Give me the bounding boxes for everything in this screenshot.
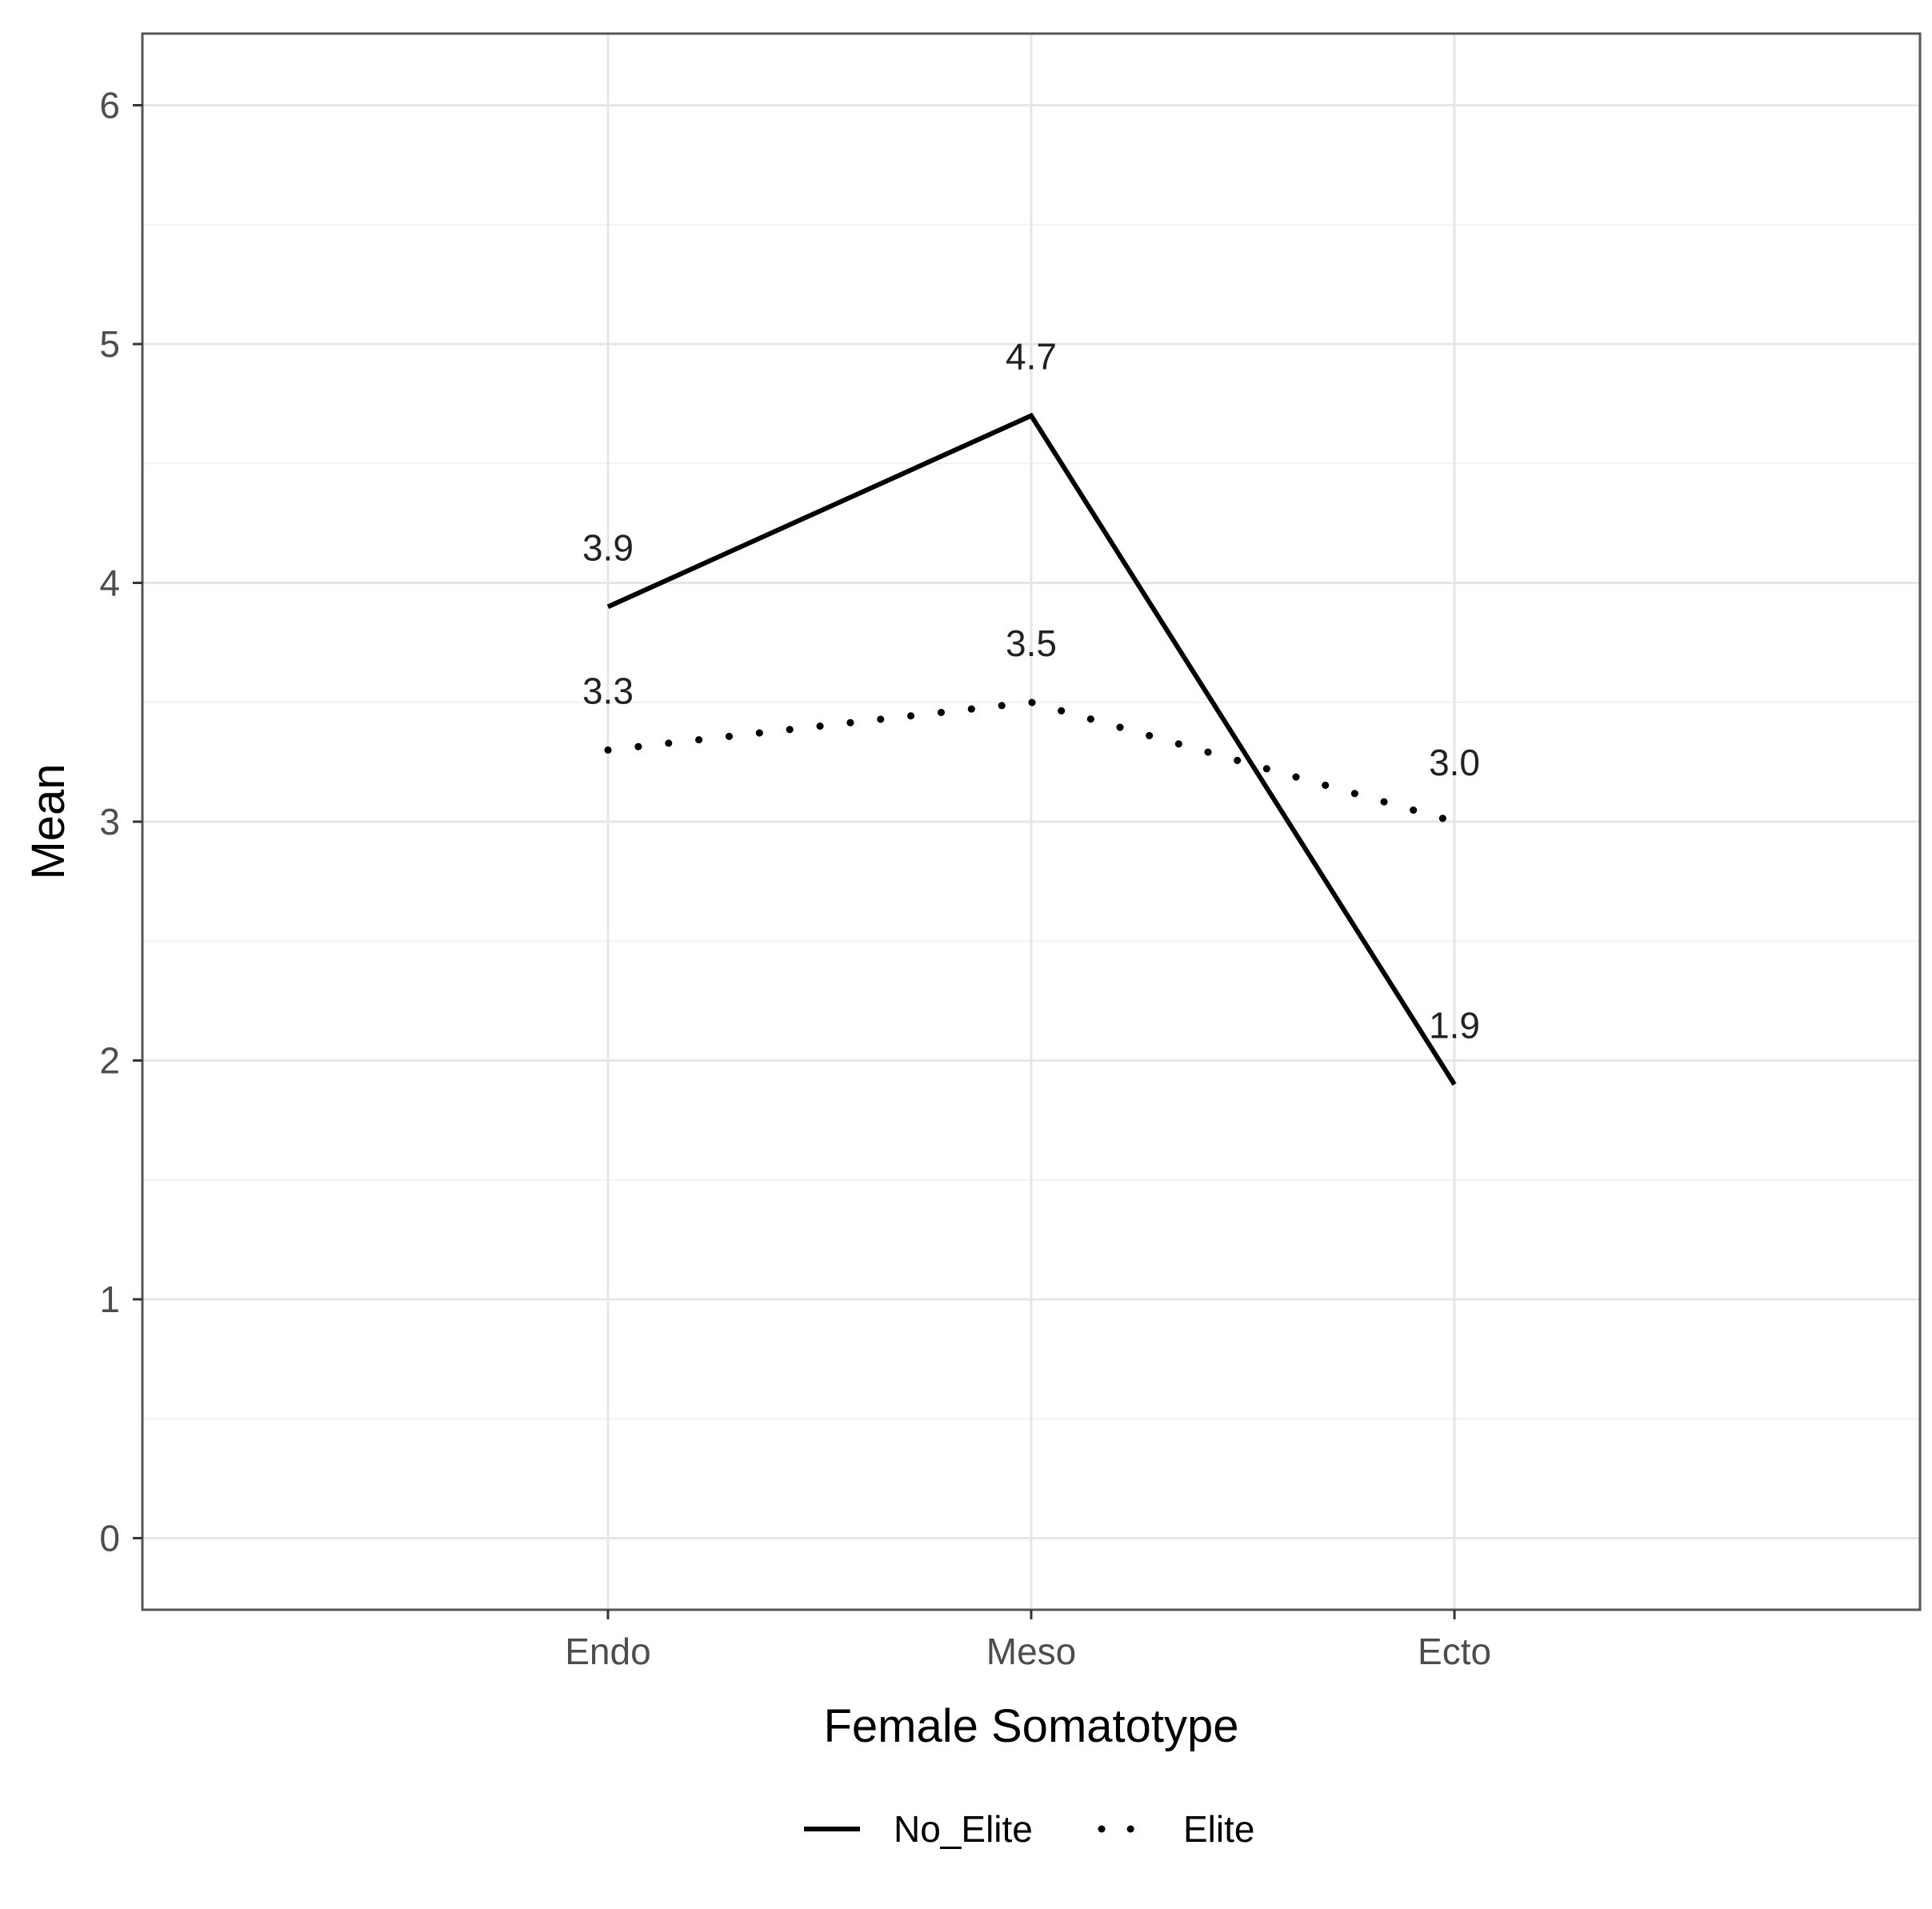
axes: 0 1 2 3 4 5 6 Endo Meso Ecto [99, 85, 1491, 1672]
y-tick-label: 4 [99, 562, 120, 604]
y-tick-label: 1 [99, 1279, 120, 1320]
x-tick-label: Ecto [1418, 1631, 1491, 1672]
series-line-elite [604, 698, 1458, 826]
y-tick-label: 5 [99, 323, 120, 365]
series-lines [604, 412, 1458, 1086]
data-label: 3.0 [1429, 742, 1480, 783]
series-line-no-elite [606, 412, 1457, 1086]
x-tick-label: Meso [986, 1631, 1076, 1672]
x-tick-label: Endo [565, 1631, 650, 1672]
legend-label: Elite [1183, 1808, 1254, 1850]
y-axis-title: Mean [22, 763, 74, 879]
data-labels: 3.9 4.7 1.9 3.3 3.5 3.0 [582, 336, 1480, 1047]
data-label: 1.9 [1429, 1004, 1480, 1046]
data-label: 3.9 [582, 526, 634, 568]
legend-label: No_Elite [894, 1808, 1033, 1850]
grid [142, 34, 1920, 1610]
x-axis-title: Female Somatotype [823, 1700, 1238, 1752]
y-tick-label: 0 [99, 1517, 120, 1559]
y-tick-label: 2 [99, 1039, 120, 1081]
data-label: 3.3 [582, 670, 634, 711]
legend: No_Elite Elite [804, 1808, 1254, 1850]
y-tick-label: 3 [99, 801, 120, 842]
data-label: 4.7 [1006, 336, 1057, 378]
y-tick-label: 6 [99, 85, 120, 126]
data-label: 3.5 [1006, 622, 1057, 664]
